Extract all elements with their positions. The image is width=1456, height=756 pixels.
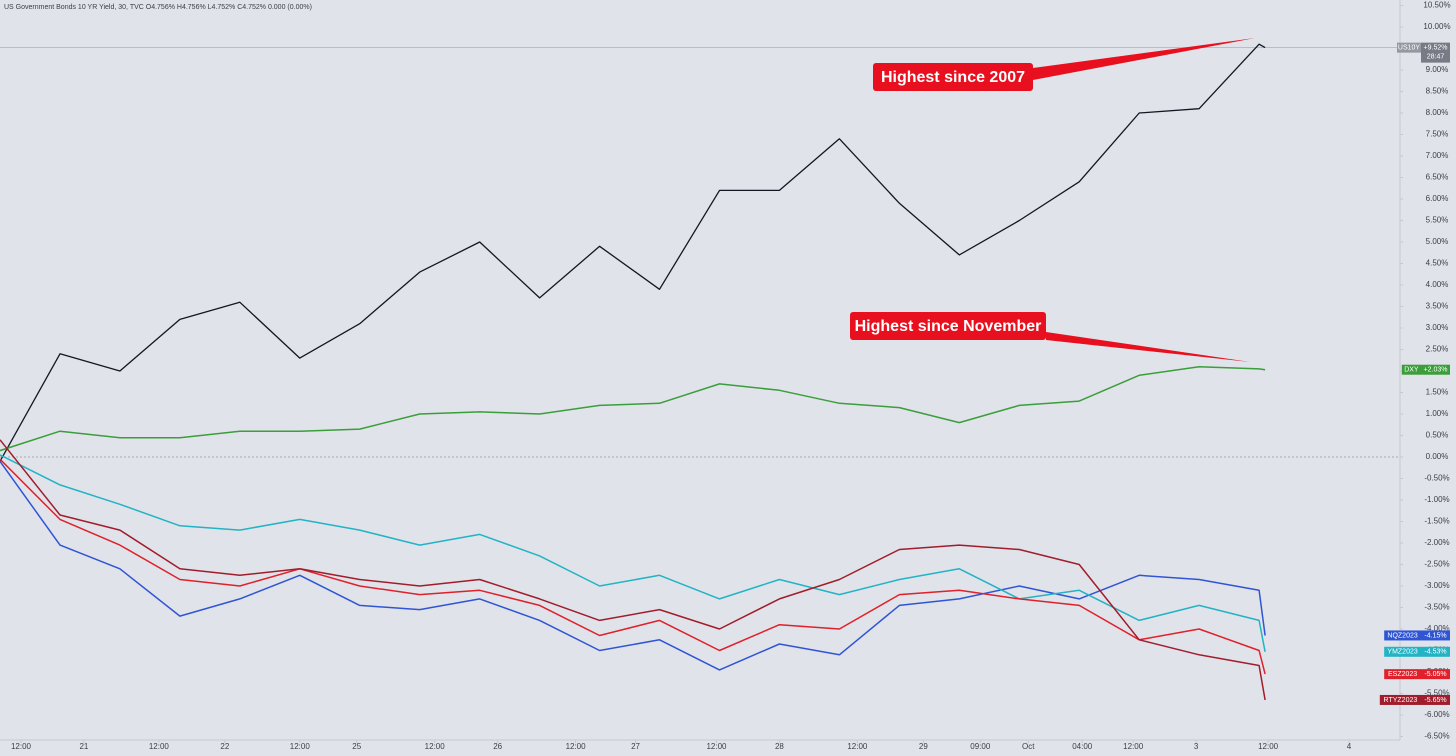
x-tick-label: 4 <box>1347 742 1352 751</box>
y-tick-label: -2.00% <box>1424 538 1449 547</box>
y-tick-label: 10.50% <box>1423 1 1450 10</box>
tag-value-box <box>1421 364 1450 375</box>
x-tick-label: 22 <box>220 742 229 751</box>
y-tick-label: -6.00% <box>1424 710 1449 719</box>
y-tick-label: -3.50% <box>1424 603 1449 612</box>
y-tick-label: 7.50% <box>1426 130 1449 139</box>
annotation-box <box>850 312 1046 340</box>
x-tick-label: 3 <box>1194 742 1199 751</box>
series-line <box>0 458 1266 675</box>
y-tick-label: 5.00% <box>1426 237 1449 246</box>
x-tick-label: 29 <box>919 742 928 751</box>
series-line <box>0 365 1266 452</box>
tag-name: NQZ2023 <box>1387 632 1417 639</box>
tag-name: RTYZ2023 <box>1384 697 1418 704</box>
tag-value: +9.52% <box>1424 44 1448 51</box>
tag-name-box <box>1384 646 1421 657</box>
y-tick-label: 3.00% <box>1426 323 1449 332</box>
chart-title: US Government Bonds 10 YR Yield, 30, TVC… <box>4 4 312 11</box>
tag-value: -4.53% <box>1424 649 1446 656</box>
tag-value: -5.65% <box>1424 697 1446 704</box>
x-tick-label: 12:00 <box>1258 742 1279 751</box>
tag-name-box <box>1384 669 1421 680</box>
tag-value: -5.05% <box>1424 671 1446 678</box>
y-tick-label: 7.00% <box>1426 151 1449 160</box>
x-tick-label: 28 <box>775 742 784 751</box>
annotation-pointer <box>1046 332 1250 362</box>
x-tick-label: 12:00 <box>1123 742 1144 751</box>
y-tick-label: -3.00% <box>1424 581 1449 590</box>
tag-name-box <box>1379 694 1421 705</box>
y-tick-label: 2.50% <box>1426 345 1449 354</box>
y-tick-label: 6.50% <box>1426 173 1449 182</box>
tag-name-box <box>1397 42 1421 53</box>
tag-value: -4.15% <box>1424 632 1446 639</box>
x-tick-label: 26 <box>493 742 502 751</box>
tag-value-box <box>1421 646 1450 657</box>
x-tick-label: 12:00 <box>706 742 727 751</box>
tag-name: ESZ2023 <box>1388 671 1417 678</box>
x-tick-label: 12:00 <box>149 742 170 751</box>
x-tick-label: 25 <box>352 742 361 751</box>
y-tick-label: -1.50% <box>1424 517 1449 526</box>
x-tick-label: 04:00 <box>1072 742 1093 751</box>
y-tick-label: 10.00% <box>1423 22 1450 31</box>
tag-value: +2.03% <box>1424 367 1448 374</box>
x-tick-label: 12:00 <box>425 742 446 751</box>
y-tick-label: 4.00% <box>1426 280 1449 289</box>
x-tick-label: 12:00 <box>566 742 587 751</box>
tag-name-box <box>1401 364 1421 375</box>
series-line <box>0 460 1266 671</box>
series-line <box>0 439 1266 701</box>
annotation-text: Highest since 2007 <box>881 69 1025 86</box>
y-tick-label: -4.00% <box>1424 624 1449 633</box>
y-tick-label: 6.00% <box>1426 194 1449 203</box>
series-line <box>0 43 1266 462</box>
tag-name: DXY <box>1404 367 1419 374</box>
x-tick-label: 12:00 <box>847 742 868 751</box>
y-tick-label: 8.00% <box>1426 108 1449 117</box>
countdown: 28:47 <box>1427 53 1445 60</box>
tag-value-box <box>1421 630 1450 641</box>
x-tick-label: 12:00 <box>290 742 311 751</box>
y-tick-label: 4.50% <box>1426 259 1449 268</box>
y-tick-label: 9.00% <box>1426 65 1449 74</box>
y-tick-label: 8.50% <box>1426 87 1449 96</box>
y-tick-label: -5.50% <box>1424 689 1449 698</box>
tag-value-box <box>1421 42 1450 63</box>
x-tick-label: 09:00 <box>970 742 991 751</box>
x-tick-label: 27 <box>631 742 640 751</box>
y-tick-label: 3.50% <box>1426 302 1449 311</box>
y-tick-label: 5.50% <box>1426 216 1449 225</box>
x-tick-label: 12:00 <box>11 742 32 751</box>
annotation-box <box>873 63 1033 91</box>
y-tick-label: -1.00% <box>1424 495 1449 504</box>
x-tick-label: Oct <box>1022 742 1035 751</box>
tag-value-box <box>1421 669 1450 680</box>
annotation-pointer <box>1033 38 1255 80</box>
y-tick-label: 1.50% <box>1426 388 1449 397</box>
series-line <box>0 454 1266 652</box>
y-tick-label: 1.00% <box>1426 409 1449 418</box>
y-tick-label: 0.50% <box>1426 431 1449 440</box>
y-tick-label: -0.50% <box>1424 474 1449 483</box>
tag-name: YMZ2023 <box>1387 649 1417 656</box>
tag-name: US10Y <box>1398 44 1421 51</box>
y-tick-label: -6.50% <box>1424 732 1449 741</box>
y-tick-label: -2.50% <box>1424 560 1449 569</box>
x-tick-label: 21 <box>79 742 88 751</box>
annotation-text: Highest since November <box>855 318 1042 335</box>
tag-value-box <box>1421 694 1450 705</box>
y-tick-label: 0.00% <box>1426 452 1449 461</box>
tag-name-box <box>1384 630 1421 641</box>
